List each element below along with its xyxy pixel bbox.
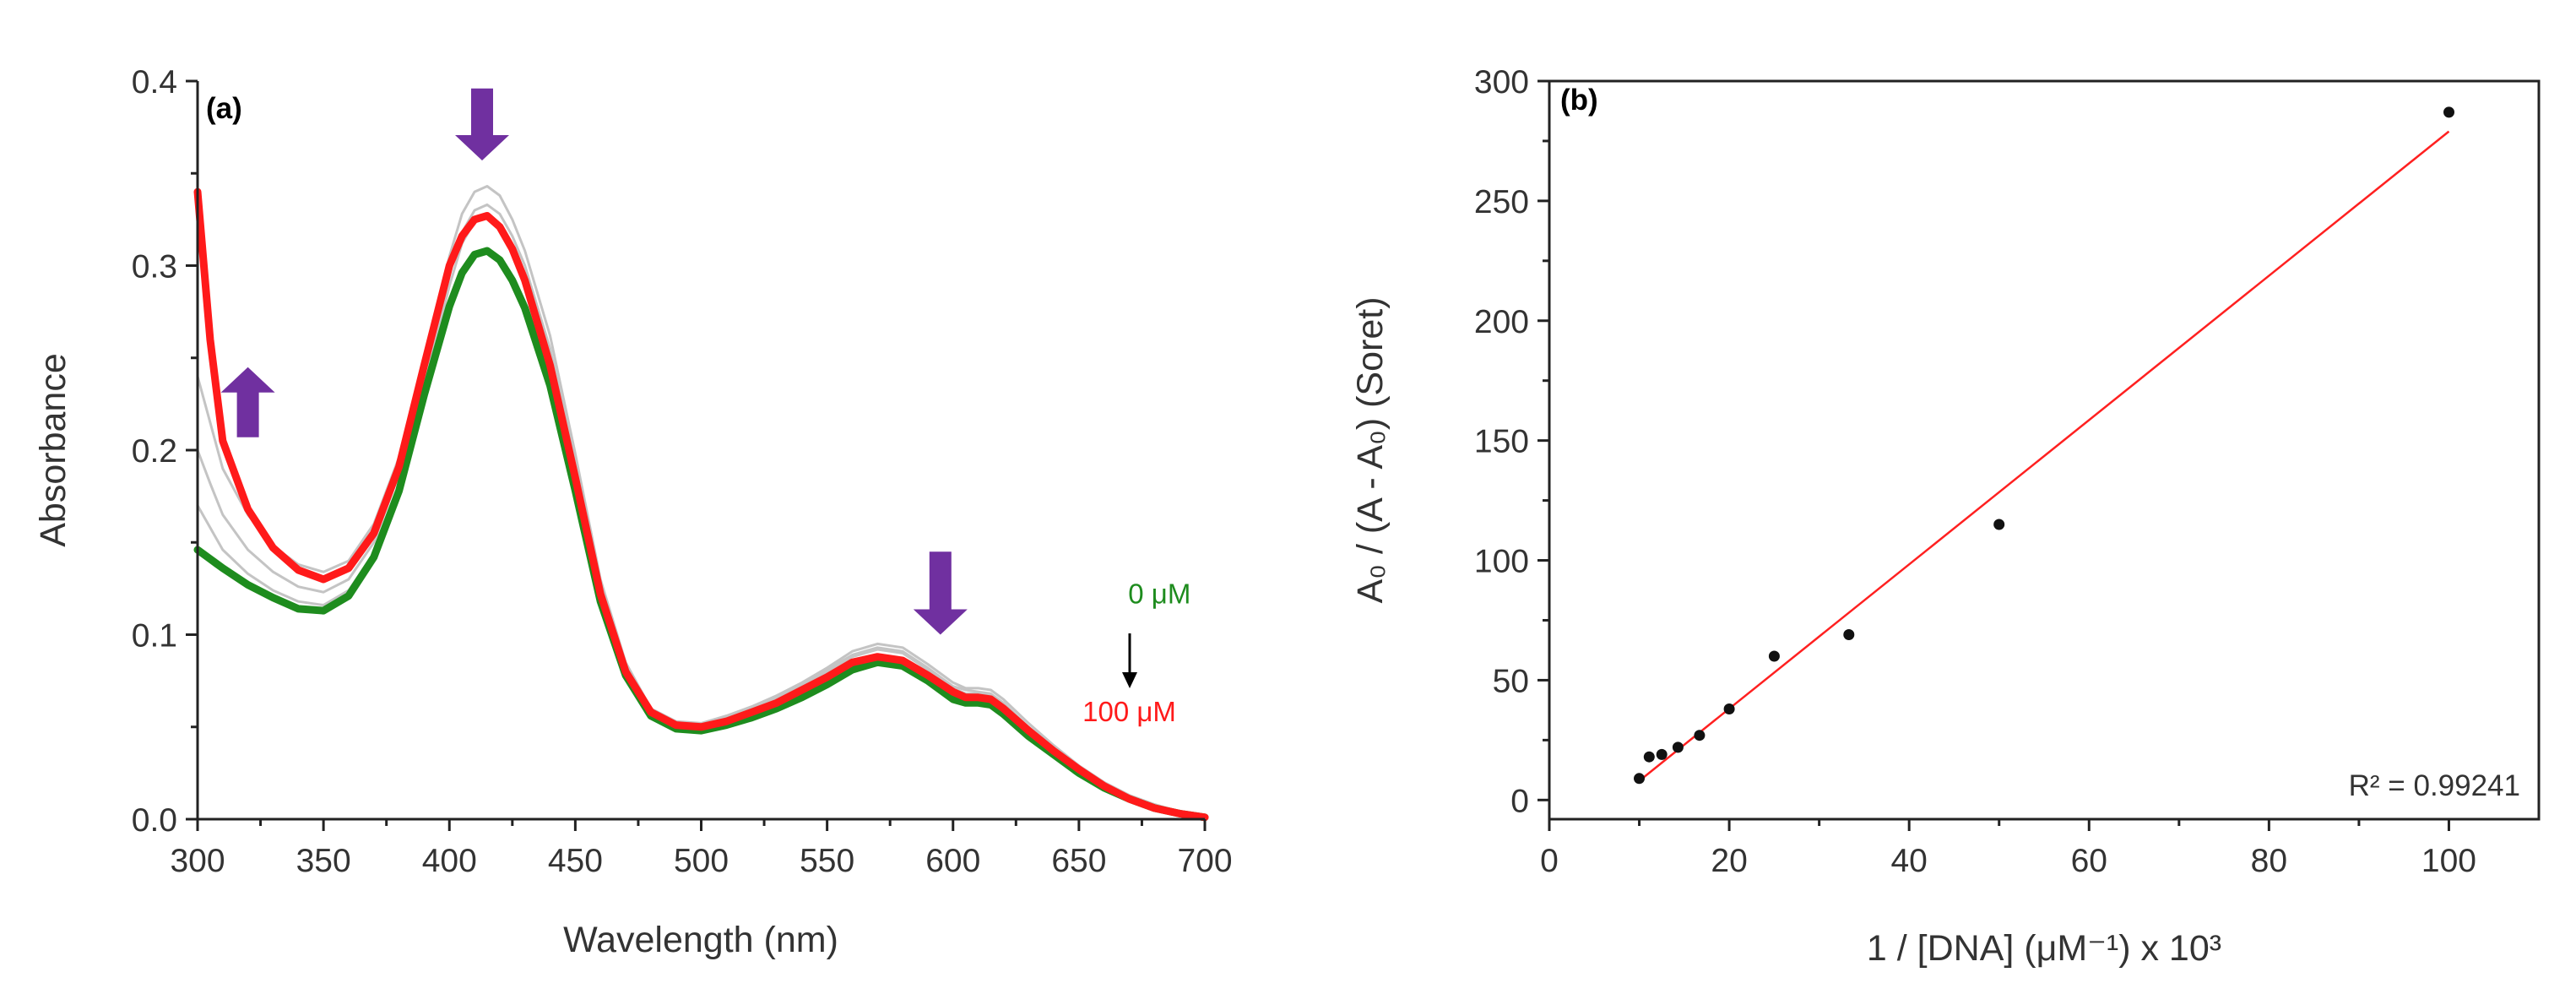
block-arrow-down-icon	[455, 88, 509, 160]
y-tick-label: 0.0	[132, 802, 177, 839]
legend-label-100um: 100 μM	[1082, 696, 1176, 727]
panel-b-points-group	[1634, 106, 2454, 785]
x-tick-label: 350	[296, 843, 351, 879]
panel-b-x-ticks: 0 20 40 60 80 100	[1540, 819, 2476, 879]
panel-a-y-axis-title: Absorbance	[33, 353, 73, 547]
panel-a-x-ticks: 300 350 400 450 500 550 600 650 700	[170, 819, 1233, 879]
r-squared-label: R² = 0.99241	[2349, 769, 2520, 802]
y-tick-label: 0.1	[132, 618, 177, 655]
y-tick-label: 50	[1493, 663, 1529, 699]
x-tick-label: 300	[170, 843, 225, 879]
data-point	[1643, 751, 1655, 763]
y-tick-label: 0.4	[132, 64, 177, 100]
data-point	[1656, 748, 1668, 760]
data-point	[1672, 741, 1684, 753]
panel-a-arrows-group	[220, 88, 968, 635]
y-tick-label: 0	[1510, 783, 1529, 819]
panel-a-x-axis-title: Wavelength (nm)	[563, 920, 838, 960]
series-line-intermediate-1	[196, 185, 1207, 817]
panel-b-label: (b)	[1560, 84, 1598, 117]
panel-a-absorbance-chart: 300 350 400 450 500 550 600 650 700 0.0 0.1 0.2 0.3…	[33, 64, 1233, 960]
legend-label-0um: 0 μM	[1128, 578, 1190, 609]
panel-b-axes	[1548, 79, 2541, 821]
x-tick-label: 60	[2071, 843, 2107, 879]
data-point	[1723, 703, 1735, 714]
x-tick-label: 600	[925, 843, 980, 879]
y-tick-label: 100	[1474, 544, 1529, 580]
data-point	[1843, 629, 1855, 640]
block-arrow-down-icon	[913, 551, 968, 635]
x-tick-label: 20	[1711, 843, 1747, 879]
x-tick-label: 0	[1540, 843, 1559, 879]
panel-b-x-axis-title: 1 / [DNA] (μM⁻¹) x 10³	[1867, 928, 2221, 969]
panel-b-fit-group	[1638, 130, 2450, 782]
x-tick-label: 500	[674, 843, 729, 879]
y-tick-label: 200	[1474, 304, 1529, 340]
y-tick-label: 300	[1474, 64, 1529, 100]
panel-b-y-ticks: 0 50 100 150 200 250 300	[1474, 64, 1549, 819]
panel-b-axis-frame	[1548, 79, 2541, 821]
x-tick-label: 700	[1177, 843, 1232, 879]
panel-a-axis-frame	[196, 81, 1205, 821]
y-tick-label: 0.2	[132, 433, 177, 470]
panel-a-axes	[196, 81, 1205, 821]
y-tick-label: 250	[1474, 184, 1529, 220]
data-point	[1768, 650, 1780, 662]
data-point	[1993, 519, 2005, 530]
x-tick-label: 450	[548, 843, 603, 879]
panel-a-label: (a)	[206, 92, 242, 125]
y-tick-label: 150	[1474, 424, 1529, 460]
data-point	[1634, 773, 1645, 785]
panel-a-y-ticks: 0.0 0.1 0.2 0.3 0.4	[132, 64, 198, 839]
panel-b-y-axis-title: A₀ / (A - A₀) (Soret)	[1350, 296, 1391, 603]
block-arrow-up-icon	[220, 367, 275, 437]
x-tick-label: 80	[2251, 843, 2287, 879]
series-line-100-um	[193, 187, 1209, 822]
small-down-arrow-head	[1122, 672, 1137, 688]
y-tick-label: 0.3	[132, 249, 177, 285]
x-tick-label: 550	[800, 843, 854, 879]
panel-b-scatter-chart: 0 20 40 60 80 100 0 50 100 150 200 250 300 (b) 1 / …	[1350, 64, 2541, 969]
x-tick-label: 40	[1890, 843, 1927, 879]
data-point	[2443, 106, 2454, 118]
panel-a-annotations: 0 μM 100 μM	[1082, 578, 1190, 727]
linear-fit-line	[1638, 130, 2450, 782]
small-down-arrow-icon	[1122, 633, 1137, 688]
x-tick-label: 650	[1051, 843, 1106, 879]
x-tick-label: 100	[2421, 843, 2476, 879]
panel-a-series-group	[193, 185, 1209, 822]
data-point	[1694, 730, 1706, 741]
series-line-0-um	[193, 247, 1209, 822]
x-tick-label: 400	[422, 843, 477, 879]
